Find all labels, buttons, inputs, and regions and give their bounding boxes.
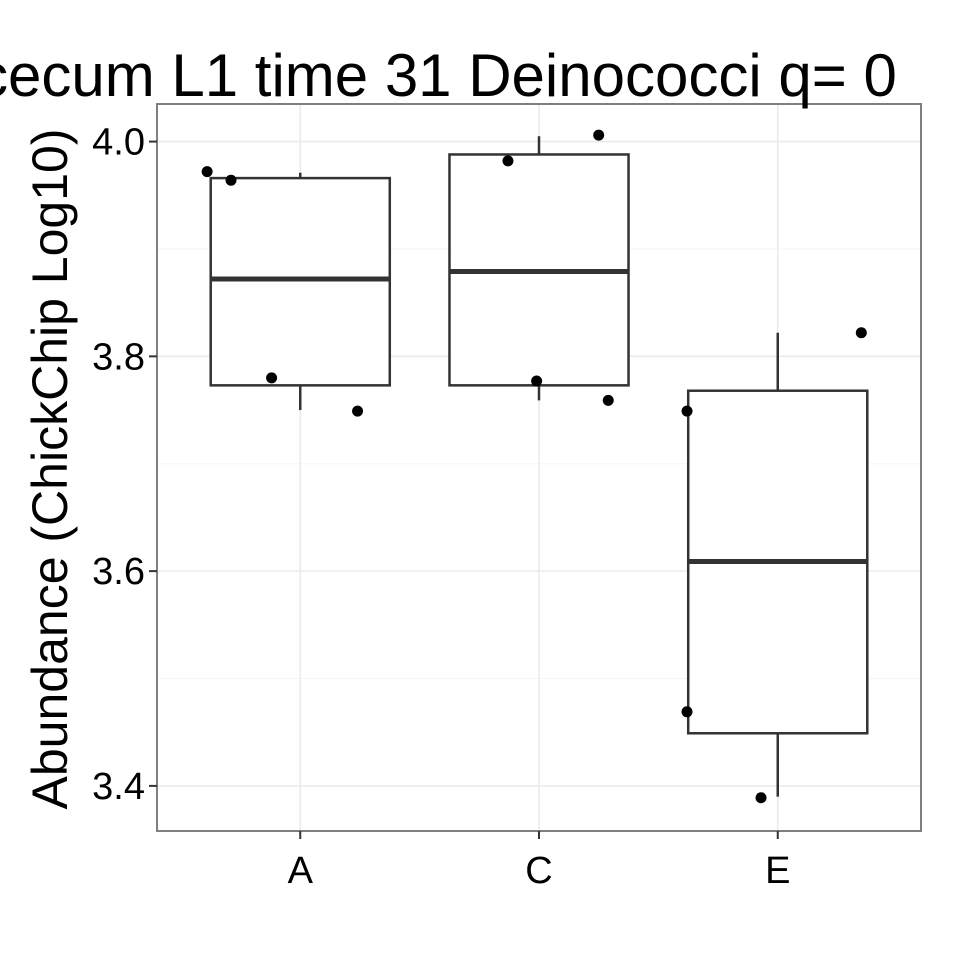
data-point (855, 327, 867, 339)
boxes (209, 136, 869, 797)
y-axis-label: Abundance (ChickChip Log10) (22, 129, 78, 810)
y-tick-label: 3.8 (92, 336, 145, 378)
data-point (681, 405, 693, 417)
axes: 3.4 3.6 3.8 4.0 A C E (92, 122, 790, 892)
box-E (686, 332, 869, 797)
data-point (681, 706, 693, 718)
y-tick-label: 4.0 (92, 122, 145, 164)
box-C (448, 136, 630, 401)
y-tick-label: 3.4 (92, 766, 145, 808)
data-point (352, 405, 364, 417)
y-tick-label: 3.6 (92, 551, 145, 593)
data-point (502, 155, 514, 167)
data-point (225, 174, 237, 186)
data-point (266, 372, 278, 384)
data-point (531, 375, 543, 387)
box-A (209, 172, 392, 411)
box-iqr (209, 176, 392, 387)
x-tick-label: E (765, 850, 790, 892)
data-point (602, 394, 614, 406)
chart-title: cecum L1 time 31 Deinococci q= 0 (0, 42, 897, 109)
data-point (201, 166, 213, 178)
data-point (593, 129, 605, 141)
x-tick-label: C (525, 850, 552, 892)
data-point (755, 792, 767, 804)
data-points (201, 129, 867, 804)
x-tick-label: A (288, 850, 314, 892)
